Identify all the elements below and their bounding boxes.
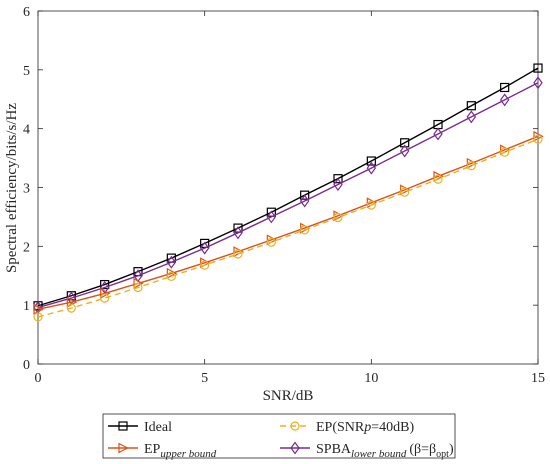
data-point [333, 178, 343, 192]
data-point [500, 82, 510, 93]
y-tick-label: 2 [23, 240, 30, 255]
legend-marker [118, 442, 129, 454]
data-point [33, 303, 44, 315]
series-1 [33, 76, 543, 315]
data-point [366, 200, 376, 210]
legend-label: Ideal [144, 420, 172, 435]
data-point [299, 194, 310, 208]
series-line [37, 135, 539, 310]
data-point [100, 293, 110, 303]
data-point [100, 279, 110, 290]
data-point [200, 260, 210, 270]
data-point [133, 277, 144, 289]
data-point [233, 249, 243, 259]
data-point [333, 212, 343, 223]
data-point [300, 190, 310, 200]
legend-label: EPupper bound [144, 442, 217, 460]
data-point [400, 187, 410, 197]
data-point [533, 134, 543, 144]
series-3 [33, 134, 543, 322]
series-0 [33, 63, 543, 311]
data-point [533, 76, 543, 90]
series-line [37, 67, 539, 307]
legend-marker [290, 441, 300, 455]
legend-label: EP(SNRp=40dB) [316, 420, 414, 435]
x-axis-label: SNR/dB [263, 388, 314, 404]
data-point [466, 110, 477, 124]
legend: Ideal SPBAlower bound (β=βopt) EPupper boun… [102, 413, 456, 460]
axis-ticks: 0 5 10 15 0 1 2 3 4 5 6 [23, 5, 545, 386]
y-axis-label: Spectral efficiency/bits/s/Hz [4, 103, 20, 273]
data-point [433, 174, 443, 184]
data-point [199, 241, 210, 255]
data-point [366, 161, 377, 175]
data-point [366, 156, 376, 166]
data-point [300, 225, 310, 235]
data-point [466, 157, 478, 169]
series-layer [33, 63, 544, 322]
data-point [533, 63, 543, 73]
data-point [100, 287, 111, 299]
data-point [466, 101, 476, 111]
data-point [233, 226, 243, 240]
data-point [500, 147, 510, 157]
legend-box [102, 413, 456, 459]
data-point [166, 255, 177, 269]
x-tick-label: 0 [35, 371, 42, 386]
data-point [166, 267, 178, 279]
series-line [37, 82, 539, 309]
data-point [499, 93, 510, 107]
y-tick-label: 3 [23, 182, 30, 197]
y-tick-label: 4 [23, 123, 30, 138]
data-point [333, 174, 343, 184]
data-point [266, 237, 276, 247]
data-point [33, 312, 43, 322]
data-point [399, 144, 410, 158]
y-tick-label: 1 [23, 299, 30, 314]
data-point [433, 127, 443, 141]
data-point [400, 184, 411, 196]
x-tick-label: 10 [364, 371, 378, 386]
legend-marker [118, 421, 128, 431]
data-point [400, 138, 410, 148]
legend-marker [290, 421, 300, 431]
plot-area [37, 10, 539, 365]
data-point [266, 210, 277, 224]
data-point [533, 130, 544, 142]
y-tick-label: 6 [23, 5, 30, 20]
data-point [166, 271, 176, 281]
y-tick-label: 0 [23, 358, 30, 373]
legend-label: SPBAlower bound (β=βopt) [316, 442, 454, 460]
data-point [66, 303, 76, 313]
x-tick-label: 15 [531, 371, 545, 386]
data-point [466, 161, 476, 171]
series-line [37, 138, 539, 318]
data-point [133, 282, 143, 293]
y-tick-label: 5 [23, 64, 30, 79]
x-tick-label: 5 [201, 371, 208, 386]
